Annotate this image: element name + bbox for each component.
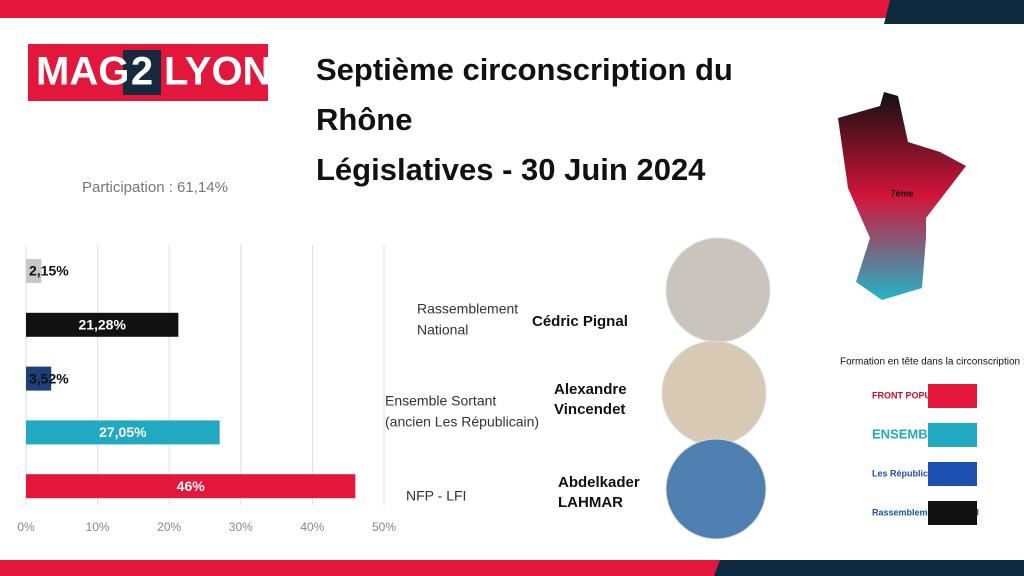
legend-swatch <box>928 501 977 525</box>
legend-logo: Les Républicains <box>872 468 946 478</box>
legend-swatch <box>928 423 977 447</box>
x-tick-label: 40% <box>300 520 324 534</box>
candidate-name: LAHMAR <box>558 494 623 511</box>
candidate-name: Alexandre <box>554 381 627 398</box>
legend-logo: Rassemblement National <box>872 507 979 517</box>
logo-box <box>123 50 161 95</box>
bottom-band-accent <box>714 560 1024 576</box>
candidate-photo <box>665 237 771 343</box>
value-label: 21,28% <box>78 317 126 333</box>
party-label: Ensemble Sortant <box>385 393 496 409</box>
candidate-name: Vincendet <box>554 401 625 418</box>
x-tick-label: 20% <box>157 520 181 534</box>
candidate-name: Cédric Pignal <box>532 313 628 330</box>
logo-text: LYON <box>164 50 271 94</box>
x-tick-label: 50% <box>372 520 396 534</box>
bar <box>26 312 179 337</box>
value-label: 2,15% <box>29 263 69 279</box>
x-tick-label: 30% <box>229 520 253 534</box>
candidate-name: Abdelkader <box>558 474 640 491</box>
value-label: 46% <box>177 478 206 494</box>
title: Rhône <box>316 102 412 137</box>
x-tick-label: 10% <box>86 520 110 534</box>
party-label: National <box>417 322 468 338</box>
title: Septième circonscription du <box>316 52 733 87</box>
party-label: Rassemblement <box>417 301 518 317</box>
logo-text: 2 <box>131 50 153 94</box>
map <box>838 92 966 300</box>
legend-swatch <box>928 462 977 486</box>
value-label: 27,05% <box>99 424 147 440</box>
party-label: (ancien Les Républicain) <box>385 414 539 430</box>
map-label: 7ème <box>890 188 913 198</box>
top-band <box>0 0 1024 18</box>
legend-logo: ENSEMBLE <box>872 426 945 441</box>
title: Législatives - 30 Juin 2024 <box>316 152 706 187</box>
bar <box>26 474 356 499</box>
bar <box>26 420 220 445</box>
value-label: 3,52% <box>29 370 69 386</box>
legend-swatch <box>928 384 977 408</box>
bar <box>26 259 42 283</box>
candidate-photo <box>661 340 767 446</box>
top-band-accent <box>884 0 1024 24</box>
legend-title: Formation en tête dans la circonscriptio… <box>840 357 1024 368</box>
logo-text: MAG <box>36 50 129 94</box>
party-label: NFP - LFI <box>406 488 466 504</box>
candidate-photo <box>665 438 767 540</box>
legend-logo: FRONT POPULAIRE <box>872 390 958 400</box>
x-tick-label: 0% <box>17 520 35 534</box>
participation: Participation : 61,14% <box>82 179 228 196</box>
bar <box>26 366 52 391</box>
